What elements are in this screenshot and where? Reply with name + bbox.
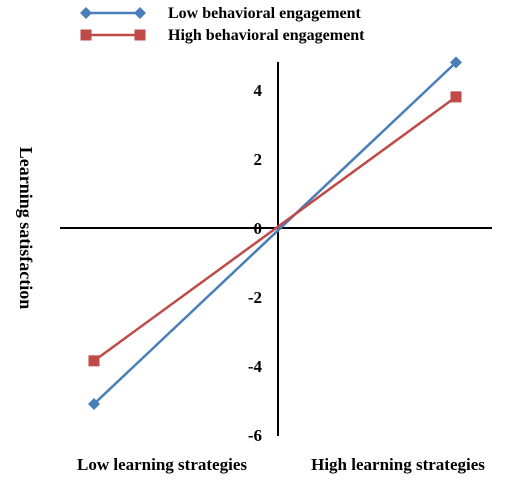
y-tick-label: -2 xyxy=(248,288,262,307)
legend: Low behavioral engagement High behavioral… xyxy=(80,5,365,44)
x-category-label-low: Low learning strategies xyxy=(77,455,247,474)
legend-label: Low behavioral engagement xyxy=(168,5,362,22)
y-tick-label: -4 xyxy=(248,357,263,376)
y-tick-label: 4 xyxy=(254,81,263,100)
x-category-label-high: High learning strategies xyxy=(311,455,485,474)
legend-swatch-marker xyxy=(80,29,92,41)
series-line xyxy=(93,61,457,405)
series-lines xyxy=(88,56,462,410)
legend-swatch-marker xyxy=(134,7,146,19)
data-point xyxy=(450,56,462,69)
series-line xyxy=(93,95,457,362)
data-point xyxy=(88,397,100,410)
y-tick-label: 0 xyxy=(254,219,263,238)
y-tick-labels: 4 2 0 -2 -4 -6 xyxy=(248,81,263,445)
series-2 xyxy=(88,91,462,367)
data-point xyxy=(450,91,462,103)
y-axis-label: Learning satisfaction xyxy=(16,147,36,310)
series-1 xyxy=(88,56,462,410)
legend-label: High behavioral engagement xyxy=(168,27,365,44)
legend-swatch-marker xyxy=(80,7,92,19)
data-point xyxy=(88,355,100,367)
y-tick-label: -6 xyxy=(248,426,262,445)
legend-swatch-marker xyxy=(134,29,146,41)
y-tick-label: 2 xyxy=(254,150,263,169)
legend-entry-2: High behavioral engagement xyxy=(80,27,365,44)
legend-entry-1: Low behavioral engagement xyxy=(80,5,362,22)
